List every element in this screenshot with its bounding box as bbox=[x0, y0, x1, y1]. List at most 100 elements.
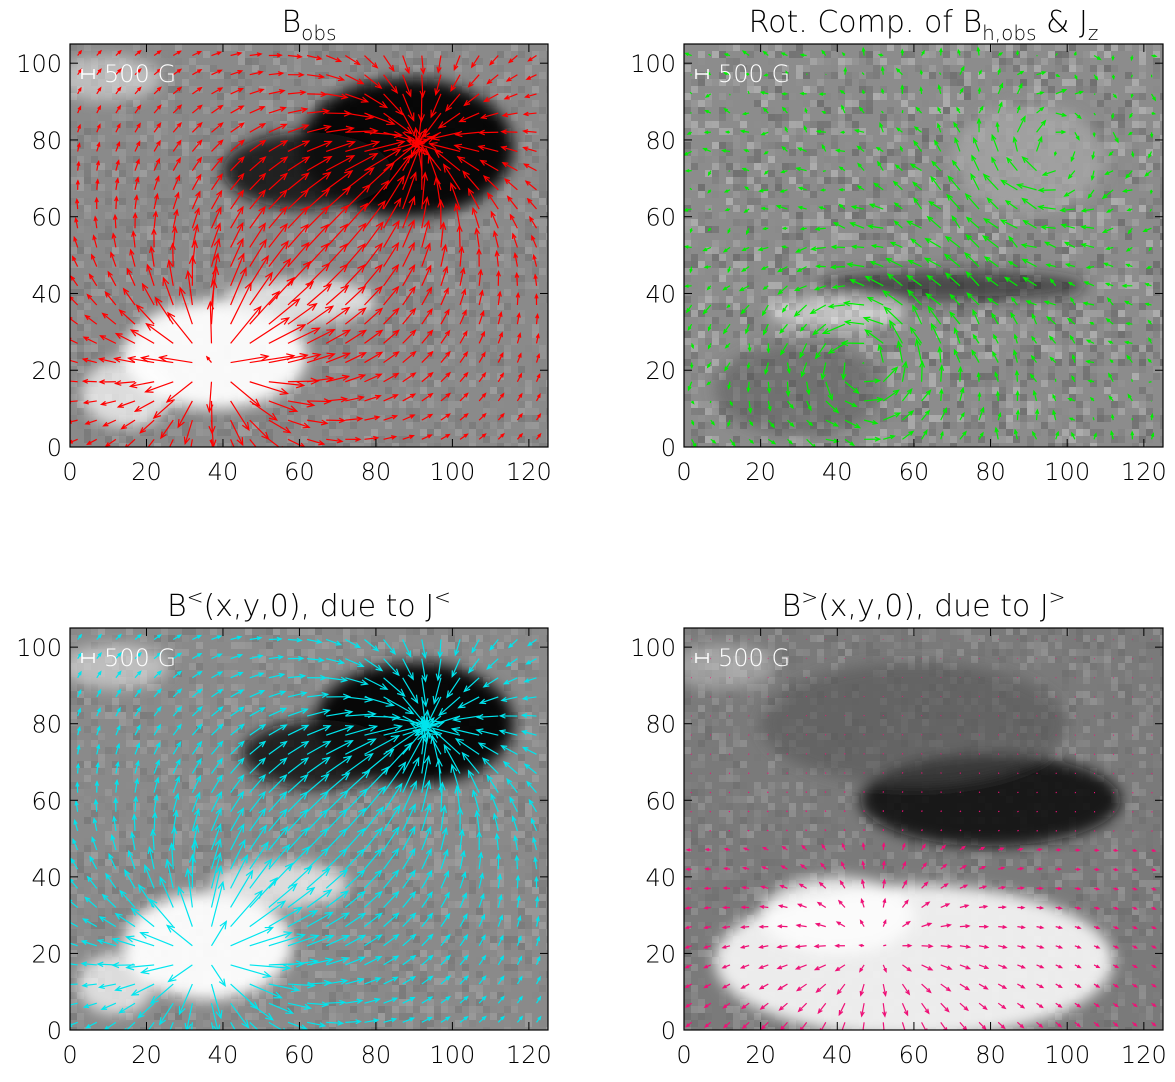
vector-arrow bbox=[780, 169, 788, 174]
vector-arrow bbox=[1151, 945, 1157, 949]
vector-arrow bbox=[440, 433, 451, 440]
vector-arrow bbox=[1112, 93, 1118, 99]
vector-arrow bbox=[982, 173, 999, 191]
vector-arrow bbox=[798, 883, 807, 889]
vector-arrow bbox=[230, 353, 270, 364]
vector-arrow bbox=[268, 324, 307, 344]
vector-arrow bbox=[96, 86, 102, 95]
vector-arrow bbox=[410, 131, 442, 148]
vector-arrow bbox=[1067, 170, 1076, 180]
y-tick-label: 80 bbox=[645, 711, 676, 739]
vector-arrow bbox=[526, 197, 537, 210]
vector-arrow bbox=[172, 688, 183, 698]
vector-arrow bbox=[191, 774, 202, 793]
vector-arrow bbox=[478, 954, 487, 966]
vector-arrow bbox=[459, 330, 468, 344]
vector-arrow bbox=[364, 435, 380, 441]
vector-arrow bbox=[747, 400, 753, 414]
vector-arrow bbox=[951, 214, 961, 229]
vector-arrow bbox=[467, 74, 480, 88]
vector-arrow bbox=[383, 890, 400, 908]
vector-arrow bbox=[1035, 135, 1043, 152]
vector-arrow bbox=[806, 400, 812, 412]
vector-arrow bbox=[971, 349, 980, 363]
vector-arrow bbox=[727, 266, 731, 274]
vector-arrow bbox=[75, 197, 80, 210]
vector-arrow bbox=[84, 419, 97, 425]
vector-arrow bbox=[520, 712, 537, 718]
vector-arrow bbox=[172, 792, 180, 812]
vector-arrow bbox=[383, 869, 400, 889]
vector-arrow bbox=[268, 983, 301, 993]
vector-arrow bbox=[70, 983, 78, 987]
vector-arrow bbox=[383, 307, 400, 325]
vector-arrow bbox=[153, 723, 162, 736]
vector-arrow bbox=[268, 862, 294, 889]
vector-arrow bbox=[703, 886, 711, 891]
vector-arrow bbox=[857, 162, 865, 172]
vector-arrow bbox=[1000, 179, 1018, 191]
vector-arrow bbox=[268, 757, 288, 774]
vector-arrow bbox=[307, 108, 331, 115]
vector-arrow bbox=[205, 355, 212, 363]
vector-arrow bbox=[759, 1002, 769, 1010]
vector-arrow bbox=[344, 222, 367, 248]
vector-arrow bbox=[459, 309, 467, 325]
vector-arrow bbox=[739, 944, 750, 949]
vector-arrow bbox=[781, 245, 788, 249]
vector-arrow bbox=[786, 400, 795, 410]
vector-arrow bbox=[172, 121, 182, 133]
vector-arrow bbox=[1093, 112, 1096, 116]
vector-arrow bbox=[421, 803, 432, 832]
vector-arrow bbox=[684, 52, 692, 57]
vector-arrow bbox=[882, 389, 900, 402]
vector-arrow bbox=[978, 944, 990, 949]
vector-arrow bbox=[75, 781, 80, 793]
vector-arrow bbox=[840, 861, 846, 870]
vector-arrow bbox=[721, 905, 731, 910]
x-tick-label: 40 bbox=[208, 1041, 239, 1069]
vector-arrow bbox=[893, 202, 903, 210]
vector-arrow bbox=[120, 419, 136, 430]
vector-arrow bbox=[983, 256, 999, 268]
vector-arrow bbox=[345, 724, 379, 736]
vector-arrow bbox=[1074, 964, 1082, 969]
vector-arrow bbox=[1112, 1021, 1119, 1027]
vector-arrow bbox=[421, 371, 434, 383]
y-tick-label: 40 bbox=[31, 280, 62, 308]
vector-arrow bbox=[526, 780, 537, 794]
vector-arrow bbox=[1017, 847, 1024, 852]
vector-arrow bbox=[210, 880, 225, 927]
vector-arrow bbox=[133, 400, 155, 412]
vector-arrow bbox=[1055, 89, 1068, 95]
vector-arrow bbox=[268, 724, 288, 736]
vector-arrow bbox=[249, 723, 267, 736]
vector-arrow bbox=[810, 246, 826, 252]
vector-arrow bbox=[144, 381, 174, 393]
vector-arrow bbox=[326, 658, 346, 665]
vector-arrow bbox=[92, 234, 98, 248]
vector-arrow bbox=[467, 187, 480, 210]
plot-frame bbox=[69, 627, 549, 1031]
vector-arrow bbox=[268, 1002, 295, 1014]
vector-arrow bbox=[841, 842, 846, 851]
vector-arrow bbox=[110, 833, 117, 851]
vector-arrow bbox=[364, 766, 390, 794]
vector-arrow bbox=[402, 1017, 416, 1023]
vector-arrow bbox=[741, 167, 750, 172]
vector-arrow bbox=[986, 197, 999, 210]
vector-arrow bbox=[824, 829, 827, 832]
vector-arrow bbox=[821, 843, 827, 851]
vector-arrow bbox=[882, 878, 887, 889]
vector-arrow bbox=[268, 672, 286, 679]
vector-arrow bbox=[760, 131, 769, 136]
vector-arrow bbox=[306, 438, 326, 446]
vector-arrow bbox=[153, 50, 162, 57]
vector-arrow bbox=[760, 266, 769, 270]
vector-arrow bbox=[886, 273, 903, 287]
vector-arrow bbox=[118, 309, 136, 325]
vector-arrow bbox=[110, 251, 117, 267]
vector-arrow bbox=[402, 414, 416, 421]
vector-arrow bbox=[167, 964, 193, 983]
vector-arrow bbox=[778, 1002, 788, 1011]
